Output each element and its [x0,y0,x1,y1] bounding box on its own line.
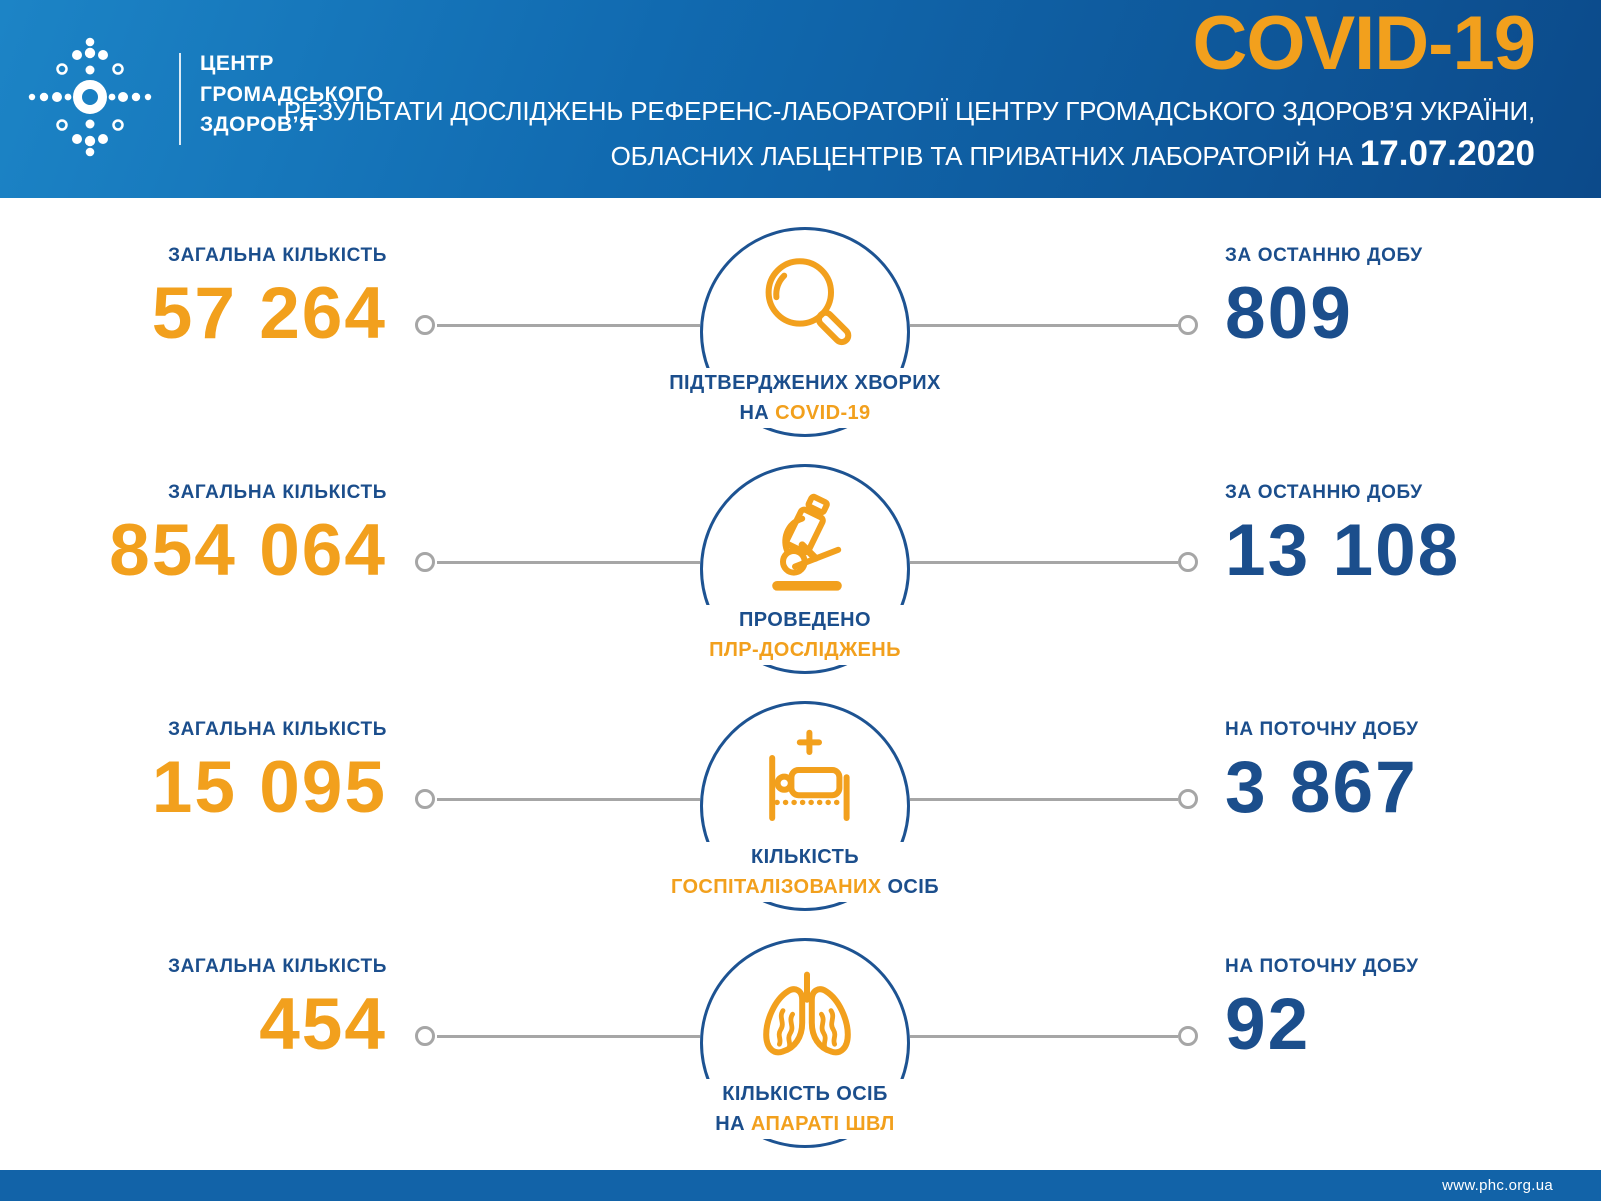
period-value: 809 [1225,273,1353,354]
stat-caption: КІЛЬКІСТЬ ГОСПІТАЛІЗОВАНИХ ОСІБ [660,842,950,902]
caption-line: ПІДТВЕРДЖЕНИХ ХВОРИХ [669,368,941,398]
total-value: 454 [259,984,387,1065]
phc-logo-icon [28,37,152,157]
connector-ring [415,315,435,335]
magnifier-icon [765,258,852,346]
total-label: ЗАГАЛЬНА КІЛЬКІСТЬ [168,719,387,740]
connector-ring [415,552,435,572]
connector-ring [1178,789,1198,809]
caption-line: КІЛЬКІСТЬ ОСІБ [715,1079,895,1109]
period-value: 92 [1225,984,1311,1065]
org-name-line: ЗДОРОВ’Я [200,113,315,136]
org-name-line: ГРОМАДСЬКОГО [200,82,384,106]
caption-text-segment: КІЛЬКІСТЬ [750,846,860,868]
total-value: 15 095 [151,747,387,828]
total-value: 57 264 [151,273,387,354]
connector-line [910,324,1178,327]
caption-line: КІЛЬКІСТЬ [671,842,939,872]
caption-line: НА АПАРАТІ ШВЛ [715,1109,895,1139]
org-name-line: ЦЕНТР [200,52,274,75]
subtitle-line-2-text: ОБЛАСНИХ ЛАБЦЕНТРІВ ТА ПРИВАТНИХ ЛАБОРАТ… [610,141,1360,171]
stat-caption: КІЛЬКІСТЬ ОСІБ НА АПАРАТІ ШВЛ [705,1079,905,1139]
stat-row: ЗАГАЛЬНА КІЛЬКІСТЬ 57 264 ПІДТВЕРДЖЕНИХ … [0,207,1601,444]
connector-ring [1178,1026,1198,1046]
connector-line [910,1035,1178,1038]
stat-caption: ПРОВЕДЕНО ПЛР-ДОСЛІДЖЕНЬ [699,605,911,665]
caption-line: ПЛР-ДОСЛІДЖЕНЬ [709,635,901,665]
period-label: ЗА ОСТАННЮ ДОБУ [1225,245,1423,266]
caption-text-segment: НА [715,1113,751,1135]
caption-text-segment: ГОСПІТАЛІЗОВАНИХ [670,876,888,898]
caption-line: НА COVID-19 [669,398,941,428]
connector-line [437,798,700,801]
stat-row: ЗАГАЛЬНА КІЛЬКІСТЬ 854 064 [0,444,1601,681]
connector-line [437,1035,700,1038]
hospital-bed-icon [769,729,850,821]
connector-line [437,561,700,564]
caption-text-segment: ОСІБ [887,876,940,898]
total-label: ЗАГАЛЬНА КІЛЬКІСТЬ [168,482,387,503]
header-subtitle: РЕЗУЛЬТАТИ ДОСЛІДЖЕНЬ РЕФЕРЕНС-ЛАБОРАТОР… [284,94,1535,173]
caption-text-segment: ПЛР-ДОСЛІДЖЕНЬ [709,639,901,661]
caption-line: ПРОВЕДЕНО [709,605,901,635]
total-value: 854 064 [109,510,387,591]
caption-text-segment: НА [739,402,776,424]
connector-ring [1178,552,1198,572]
subtitle-line-1: РЕЗУЛЬТАТИ ДОСЛІДЖЕНЬ РЕФЕРЕНС-ЛАБОРАТОР… [283,96,1535,126]
stat-caption: ПІДТВЕРДЖЕНИХ ХВОРИХ НА COVID-19 [659,368,951,428]
caption-text-segment: ПРОВЕДЕНО [739,609,871,631]
footer-bar: www.phc.org.ua [0,1170,1601,1201]
header-banner: ЦЕНТР ГРОМАДСЬКОГО ЗДОРОВ’Я COVID-19 РЕЗ… [0,0,1601,198]
microscope-icon [772,493,842,591]
footer-website: www.phc.org.ua [1442,1177,1553,1194]
connector-ring [415,1026,435,1046]
period-label: ЗА ОСТАННЮ ДОБУ [1225,482,1423,503]
caption-line: ГОСПІТАЛІЗОВАНИХ ОСІБ [671,872,939,902]
lungs-icon [763,971,851,1056]
period-label: НА ПОТОЧНУ ДОБУ [1225,719,1419,740]
connector-line [437,324,700,327]
stat-row: ЗАГАЛЬНА КІЛЬКІСТЬ 15 095 КІЛЬКІСТЬ ГОСП… [0,681,1601,918]
page-title: COVID-19 [1192,1,1536,86]
connector-line [910,561,1178,564]
caption-text-segment: COVID-19 [775,402,871,424]
stat-row: ЗАГАЛЬНА КІЛЬКІСТЬ 454 КІЛЬКІСТЬ ОСІБ НА [0,918,1601,1155]
caption-text-segment: ПІДТВЕРДЖЕНИХ ХВОРИХ [669,372,941,394]
period-label: НА ПОТОЧНУ ДОБУ [1225,956,1419,977]
period-value: 13 108 [1225,510,1461,591]
period-value: 3 867 [1225,747,1418,828]
connector-ring [415,789,435,809]
caption-text-segment: КІЛЬКІСТЬ ОСІБ [722,1083,888,1105]
connector-line [910,798,1178,801]
total-label: ЗАГАЛЬНА КІЛЬКІСТЬ [168,245,387,266]
logo-divider [179,53,181,145]
org-name: ЦЕНТР ГРОМАДСЬКОГО ЗДОРОВ’Я [200,49,384,141]
caption-text-segment: АПАРАТІ ШВЛ [750,1113,895,1135]
total-label: ЗАГАЛЬНА КІЛЬКІСТЬ [168,956,387,977]
subtitle-line-2: ОБЛАСНИХ ЛАБЦЕНТРІВ ТА ПРИВАТНИХ ЛАБОРАТ… [284,134,1535,173]
connector-ring [1178,315,1198,335]
report-date: 17.07.2020 [1359,134,1535,173]
